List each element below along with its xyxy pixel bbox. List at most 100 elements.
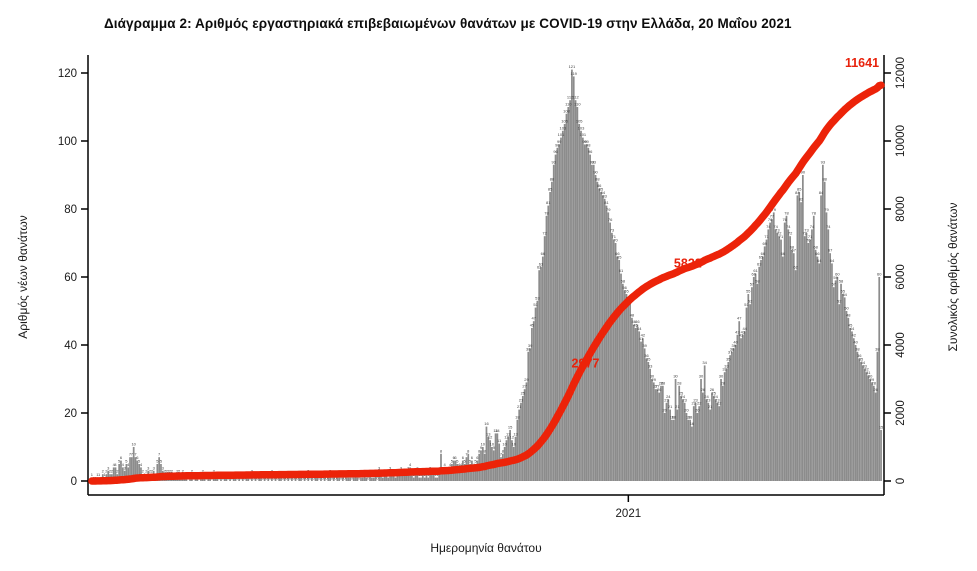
bar [627,300,630,481]
bar-label: 44 [637,326,642,331]
bar [609,222,611,481]
bar-label: 71 [612,234,617,239]
bar-label: 0 [358,476,361,481]
bar-label: 0 [344,476,347,481]
bar [556,147,559,482]
bar [405,474,408,481]
bar [681,399,684,481]
bar [445,474,448,481]
bar-label: 28 [677,380,682,385]
bar-label: 76 [768,217,773,222]
bar-label: 14 [495,428,500,433]
bar [220,477,222,481]
bar-label: 67 [792,248,797,253]
bar-label: 3 [400,465,403,470]
bar [521,396,524,481]
bar-label: 28 [872,380,877,385]
bar-label: 21 [675,404,680,409]
bar [474,464,477,481]
bar [732,348,735,481]
bar-label: 13 [486,431,491,436]
bar-label: 74 [826,224,831,229]
bar-label: 27 [653,384,658,389]
bar [563,124,566,481]
bar [354,474,357,481]
bar-label: 29 [652,377,657,382]
bar [447,470,450,481]
bar-label: 34 [702,360,707,365]
bar-label: 59 [833,275,838,280]
bar-label: 119 [571,71,578,76]
bar-label: 40 [853,340,858,345]
bar [852,338,855,481]
bar [356,477,359,481]
bar [127,467,130,481]
bar [812,215,815,482]
bar-label: 4 [449,462,452,467]
bar [725,368,728,481]
bar-label: 16 [690,421,695,426]
bar-label: 2 [165,469,168,474]
bar-label: 26 [710,387,715,392]
bar-label: 38 [855,346,860,351]
bar [267,477,270,481]
bar [107,470,110,481]
bar-label: 5 [118,459,121,464]
bar-label: 2 [142,469,145,474]
bar-label: 23 [519,397,524,402]
bar [581,137,584,481]
bar [561,130,564,482]
bar [345,477,348,481]
bar-label: 72 [802,231,807,236]
bar [614,243,617,481]
bar [381,477,384,481]
bar [680,396,682,481]
bar [858,358,861,481]
bar-label: 121 [569,64,576,69]
bar-label: 72 [788,231,793,236]
bar-label: 4 [127,462,130,467]
bar [821,164,824,482]
bar-label: 0 [318,476,321,481]
bar [583,144,586,481]
bar [458,467,461,481]
bar [129,457,131,481]
bar-label: 2 [149,469,152,474]
bar-label: 2 [145,469,148,474]
bar [536,300,539,481]
bar [429,470,431,481]
bar-label: 105 [561,119,568,124]
bar-label: 38 [875,346,880,351]
bar [438,474,441,481]
bar [658,392,661,481]
bar-label: 2 [105,469,108,474]
bar-label: 5 [474,459,477,464]
bar-label: 43 [741,329,746,334]
bar [441,474,444,481]
tick-label: 40 [64,340,77,352]
bar [518,409,521,481]
bar [716,402,719,481]
bar-label: 2 [171,469,174,474]
bar [718,406,721,481]
bar-label: 55 [841,289,846,294]
bar-label: 72 [777,231,782,236]
bar-label: 74 [810,224,815,229]
y-axis-left-ticks: 0 20 40 60 80 100 120 [58,68,88,488]
bar [872,385,875,481]
bar-label: 60 [752,272,757,277]
bar [834,280,837,481]
bar [394,477,397,481]
bar [763,246,766,481]
bar-label: 5 [464,459,467,464]
bar-label: 52 [837,299,842,304]
bar [349,477,351,481]
bar-label: 5 [138,459,141,464]
bar [136,460,139,481]
bar-label: 30 [699,374,704,379]
bar-label: 103 [578,125,585,130]
bar-label: 71 [808,234,813,239]
bar-label: 86 [597,183,602,188]
bar-label: 27 [522,384,527,389]
bar [607,212,610,481]
